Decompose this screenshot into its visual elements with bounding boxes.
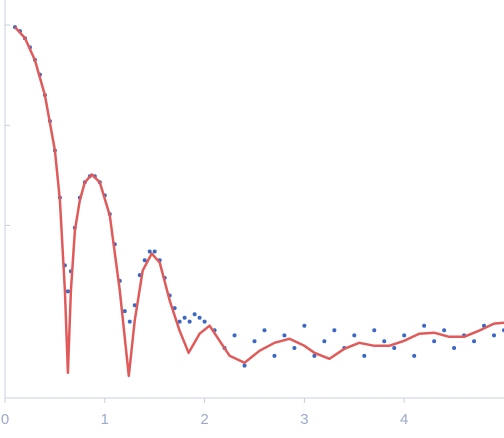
data-point — [452, 345, 457, 350]
data-point — [442, 328, 447, 333]
data-point — [392, 345, 397, 350]
data-point — [182, 315, 187, 320]
data-point — [242, 363, 247, 368]
data-point — [187, 319, 192, 324]
data-point — [332, 328, 337, 333]
x-tick-label: 3 — [300, 411, 308, 428]
data-point — [292, 345, 297, 350]
x-tick-label: 4 — [400, 411, 408, 428]
data-point — [152, 249, 157, 254]
data-point — [382, 339, 387, 344]
data-point — [177, 319, 182, 324]
data-point — [192, 312, 197, 317]
data-point — [197, 315, 202, 320]
data-point — [372, 328, 377, 333]
data-point — [412, 353, 417, 358]
data-point — [322, 339, 327, 344]
data-point — [282, 333, 287, 338]
data-point — [122, 309, 127, 314]
data-point — [132, 303, 137, 308]
data-point — [272, 353, 277, 358]
data-point — [262, 328, 267, 333]
data-point — [402, 333, 407, 338]
x-tick-label: 2 — [200, 411, 208, 428]
data-point — [232, 333, 237, 338]
data-point — [422, 323, 427, 328]
data-point — [252, 339, 257, 344]
data-point — [147, 249, 152, 254]
data-point — [202, 319, 207, 324]
x-tick-label: 1 — [101, 411, 109, 428]
data-point — [142, 258, 147, 263]
data-point — [312, 353, 317, 358]
data-point — [127, 319, 132, 324]
data-point — [472, 339, 477, 344]
data-point — [492, 333, 497, 338]
data-point — [362, 353, 367, 358]
x-tick-label: 0 — [1, 411, 9, 428]
fit-line — [14, 26, 504, 378]
data-point — [302, 323, 307, 328]
data-point — [352, 333, 357, 338]
data-point — [65, 289, 70, 294]
data-point — [432, 339, 437, 344]
